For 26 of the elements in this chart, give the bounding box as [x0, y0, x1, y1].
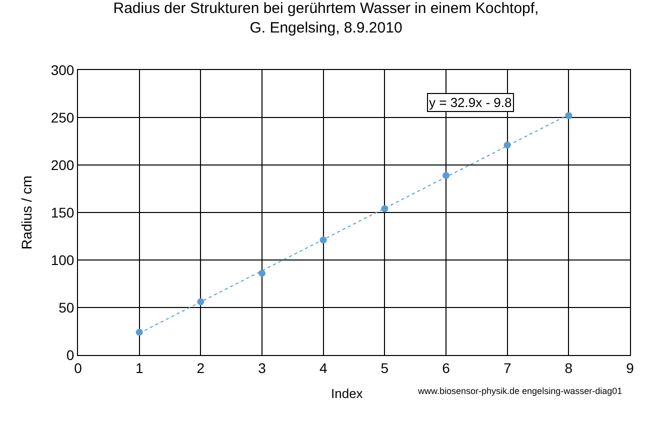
x-tick-label: 7	[503, 360, 512, 376]
x-tick-label: 6	[442, 360, 450, 376]
y-tick-label: 200	[50, 156, 74, 173]
point	[565, 112, 572, 120]
x-tick-label: 9	[626, 360, 634, 376]
y-axis-title: Radius / cm	[18, 176, 34, 250]
x-axis-title: Index	[331, 386, 364, 401]
x-tick-label: 4	[319, 360, 328, 376]
point	[258, 270, 266, 277]
y-tick-label: 100	[50, 252, 74, 268]
y-tick-label: 0	[66, 346, 74, 363]
y-tick-label: 50	[58, 299, 74, 316]
x-tick-label: 8	[564, 360, 573, 376]
x-tick-label: 3	[258, 360, 266, 376]
point	[442, 172, 450, 179]
annotation: y = 32.9x - 9.8	[429, 95, 512, 110]
x-tick-label: 1	[135, 360, 144, 376]
point	[504, 142, 511, 149]
y-tick-label: 300	[50, 62, 74, 78]
y-tick-label: 250	[50, 109, 74, 126]
point	[320, 236, 327, 244]
y-tick-label: 150	[50, 204, 74, 220]
x-tick-label: 5	[380, 360, 389, 376]
text: www.biosensor-physik.de engelsing-wasser-diag01	[417, 386, 622, 396]
chart-title: Radius der Strukturen bei gerührtem Wasser in einem Kochtopf, G. Engelsing, 8.9.2010	[113, 0, 539, 36]
x-tick-label: 2	[196, 360, 205, 376]
